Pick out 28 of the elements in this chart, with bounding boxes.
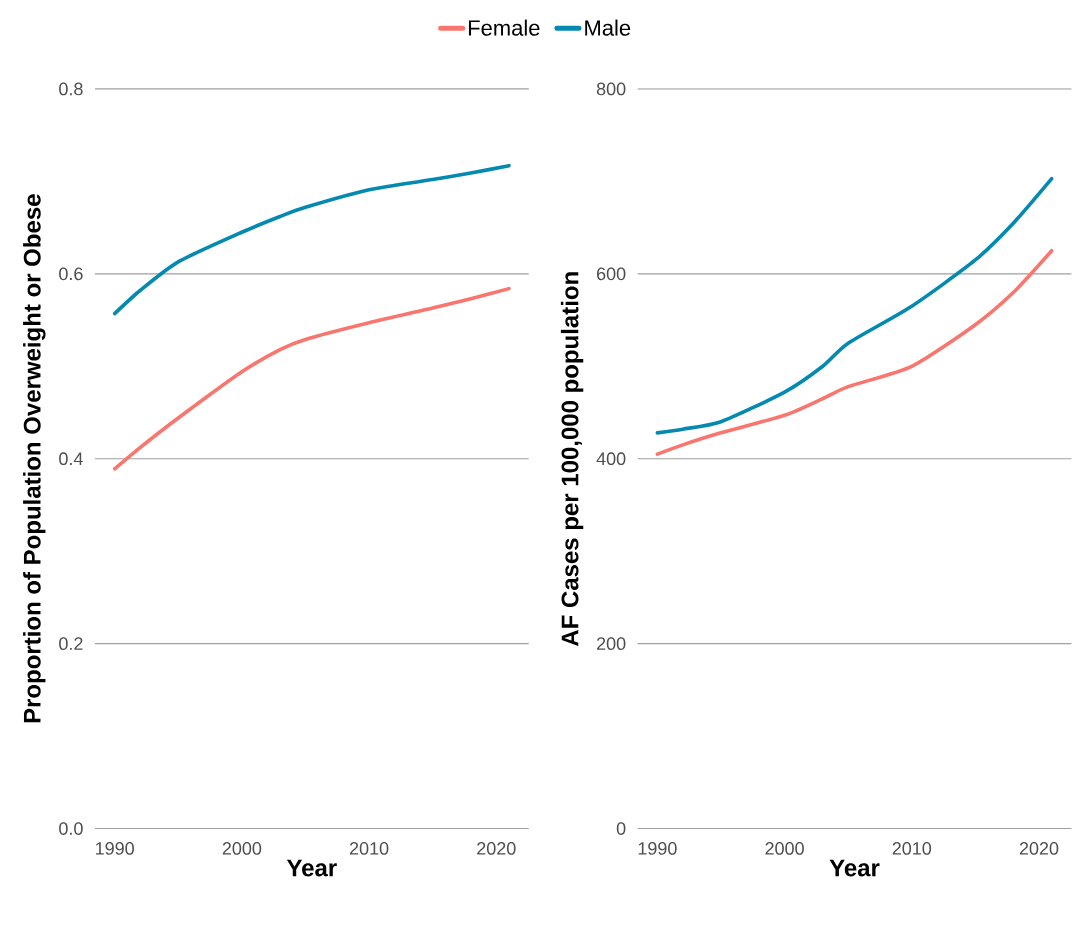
line-series (112, 163, 511, 316)
line-series (655, 248, 1054, 456)
x-tick-label: 2000 (765, 841, 804, 855)
x-tick-label: 1990 (638, 841, 677, 855)
x-tick-label: 2020 (1019, 841, 1059, 855)
y-tick-label: 800 (596, 82, 626, 96)
y-axis-title: AF Cases per 100,000 population (560, 272, 584, 646)
y-tick-label: 600 (597, 267, 626, 280)
y-tick-label: 0.6 (59, 267, 83, 280)
x-axis-title: Year (286, 859, 337, 877)
x-tick-label: 2000 (222, 841, 262, 855)
y-tick-label: 0.2 (59, 637, 83, 650)
line-series (655, 176, 1054, 435)
y-tick-label: 0.0 (59, 821, 83, 835)
x-tick-label: 2010 (349, 841, 389, 855)
x-tick-label: 2020 (477, 841, 516, 855)
legend-label: Female (468, 19, 540, 36)
x-tick-label: 1990 (96, 841, 134, 855)
legend-label: Male (585, 19, 631, 36)
line-series (112, 286, 511, 471)
y-axis-title: Proportion of Population Overweight or Obese (23, 194, 46, 723)
x-tick-label: 2010 (892, 841, 932, 855)
y-tick-label: 0.4 (59, 452, 83, 465)
y-tick-label: 200 (597, 637, 626, 650)
x-axis-title: Year (829, 859, 880, 877)
y-tick-label: 400 (596, 452, 626, 465)
y-tick-label: 0.8 (59, 82, 83, 96)
y-tick-label: 0 (616, 821, 626, 835)
